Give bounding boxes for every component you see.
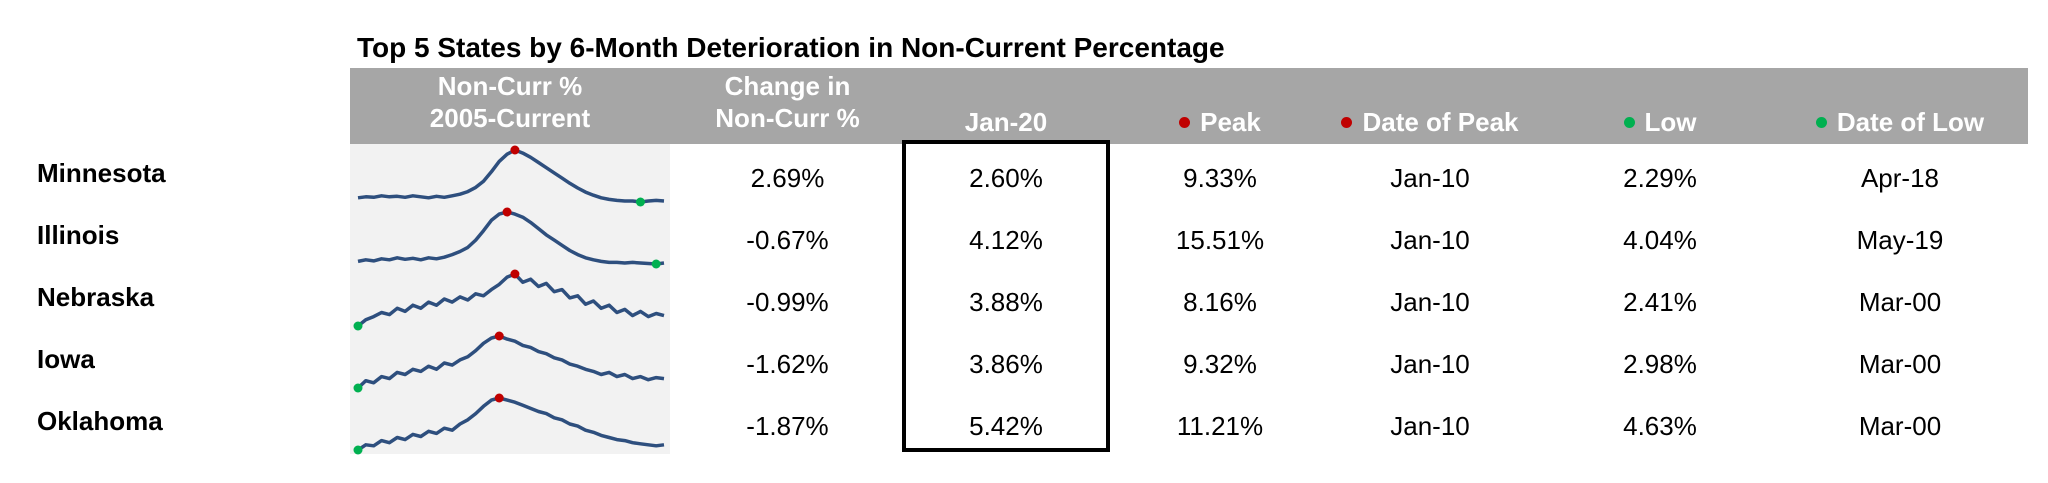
header-current: Jan-20 <box>964 107 1048 137</box>
sparkline-peak-marker <box>502 207 512 217</box>
sparkline-peak-marker <box>510 145 520 155</box>
row-peak: 8.16% <box>1183 287 1257 317</box>
row-change: -1.62% <box>746 349 829 379</box>
row-current: 2.60% <box>969 163 1043 193</box>
row-date-of-peak: Jan-10 <box>1390 163 1470 193</box>
row-date-of-low: Mar-00 <box>1858 287 1942 317</box>
row-change: -1.87% <box>746 411 829 441</box>
header-low-label: Low <box>1644 107 1697 137</box>
row-peak: 15.51% <box>1175 225 1265 255</box>
row-peak: 11.21% <box>1176 411 1264 441</box>
sparkline-nebraska <box>353 269 665 331</box>
header-low: Low <box>1570 106 1750 138</box>
sparkline-series-line <box>357 210 665 266</box>
row-low: 2.41% <box>1623 287 1697 317</box>
header-sparkline-line1: Non-Curr % <box>437 71 583 101</box>
row-date-of-peak: Jan-10 <box>1390 225 1470 255</box>
row-change: -0.67% <box>746 225 829 255</box>
row-date-of-low: May-19 <box>1856 225 1944 255</box>
sparkline-peak-marker <box>494 331 504 341</box>
row-low: 4.04% <box>1623 225 1697 255</box>
sparkline-series-line <box>356 334 665 390</box>
header-date-of-low: Date of Low <box>1780 106 2020 138</box>
header-change: Change in Non-Curr % <box>690 70 885 134</box>
sparkline-peak-marker <box>494 393 504 403</box>
row-state-label: Illinois <box>37 220 120 250</box>
header-peak: Peak <box>1130 106 1310 138</box>
row-state-label: Minnesota <box>37 158 166 188</box>
row-low: 4.63% <box>1623 411 1697 441</box>
header-change-line2: Non-Curr % <box>715 103 860 133</box>
row-peak: 9.32% <box>1183 349 1257 379</box>
peak-dot-icon <box>1179 116 1191 128</box>
header-change-line1: Change in <box>724 71 851 101</box>
row-change: -0.99% <box>746 287 829 317</box>
row-low: 2.98% <box>1623 349 1697 379</box>
sparkline-minnesota <box>357 145 665 207</box>
sparkline-series-line <box>357 148 665 204</box>
sparkline-series-line <box>356 272 665 328</box>
sparkline-low-marker <box>635 197 645 207</box>
row-date-of-peak: Jan-10 <box>1390 287 1470 317</box>
sparkline-low-marker <box>353 383 363 393</box>
current-column-highlight-box <box>902 140 1110 452</box>
sparkline-illinois <box>357 207 665 269</box>
low-dot-icon <box>1815 116 1827 128</box>
row-current: 5.42% <box>969 411 1043 441</box>
header-date-of-low-label: Date of Low <box>1836 107 1985 137</box>
row-state-label: Iowa <box>37 344 95 374</box>
row-date-of-peak: Jan-10 <box>1390 349 1470 379</box>
row-peak: 9.33% <box>1183 163 1257 193</box>
peak-dot-icon <box>1341 116 1353 128</box>
row-change: 2.69% <box>750 163 825 193</box>
header-date-of-peak: Date of Peak <box>1310 106 1550 138</box>
header-sparkline: Non-Curr % 2005-Current <box>350 70 670 134</box>
row-current: 3.86% <box>969 349 1043 379</box>
sparkline-low-marker <box>651 259 661 269</box>
row-current: 3.88% <box>969 287 1043 317</box>
sparkline-low-marker <box>353 321 363 331</box>
row-state-label: Oklahoma <box>37 406 163 436</box>
sparkline-low-marker <box>353 445 363 455</box>
header-sparkline-line2: 2005-Current <box>429 103 591 133</box>
sparkline-iowa <box>353 331 665 393</box>
low-dot-icon <box>1623 116 1635 128</box>
row-date-of-low: Mar-00 <box>1858 411 1942 441</box>
row-low: 2.29% <box>1623 163 1697 193</box>
row-date-of-peak: Jan-10 <box>1390 411 1470 441</box>
sparkline-peak-marker <box>510 269 520 279</box>
sparkline-series-line <box>357 396 665 452</box>
header-band <box>350 68 2028 144</box>
row-current: 4.12% <box>969 225 1043 255</box>
header-date-of-peak-label: Date of Peak <box>1362 107 1519 137</box>
row-date-of-low: Mar-00 <box>1858 349 1942 379</box>
header-peak-label: Peak <box>1200 107 1261 137</box>
table-title: Top 5 States by 6-Month Deterioration in… <box>357 32 1225 63</box>
sparkline-oklahoma <box>353 393 665 455</box>
row-date-of-low: Apr-18 <box>1860 163 1940 193</box>
row-state-label: Nebraska <box>37 282 155 312</box>
